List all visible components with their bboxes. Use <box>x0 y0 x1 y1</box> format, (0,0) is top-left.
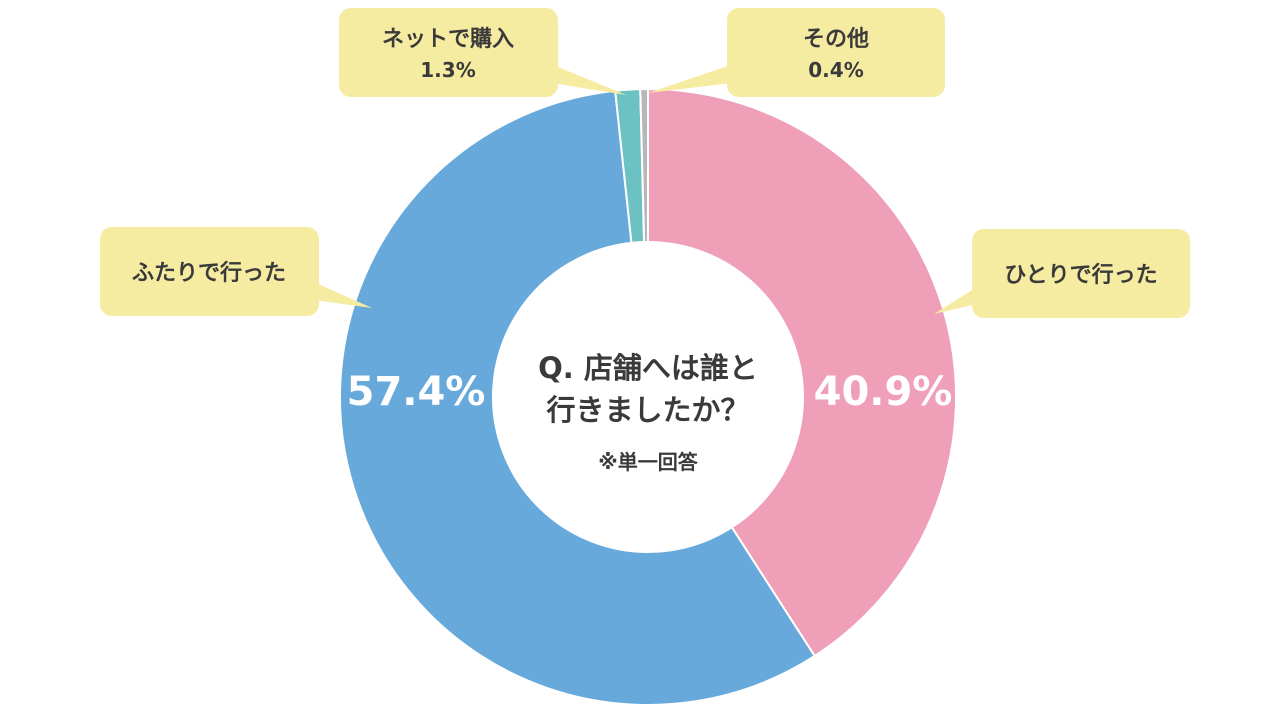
value-label-futari: 57.4% <box>347 369 486 415</box>
slice-hitori <box>647 87 957 658</box>
callout-futari: ふたりで行った <box>100 227 372 316</box>
chart-title-line-1: Q. 店舗へは誰と <box>538 351 758 385</box>
legend-label-other: その他 <box>803 27 869 52</box>
slice-other <box>639 87 649 244</box>
value-label-other: 0.4% <box>808 58 863 82</box>
callout-net: ネットで購入 1.3% <box>339 8 626 97</box>
callout-hitori: ひとりで行った <box>934 229 1190 318</box>
chart-note: ※単一回答 <box>598 450 698 474</box>
slice-futari <box>339 89 817 706</box>
value-label-hitori: 40.9% <box>814 369 953 415</box>
legend-label-net: ネットで購入 <box>382 27 514 52</box>
callout-other: その他 0.4% <box>648 8 945 97</box>
legend-label-hitori: ひとりで行った <box>1004 262 1157 288</box>
legend-label-futari: ふたりで行った <box>132 260 286 286</box>
donut-slices <box>339 87 957 706</box>
value-label-net: 1.3% <box>420 58 475 82</box>
chart-title-line-2: 行きましたか？ <box>545 393 749 427</box>
